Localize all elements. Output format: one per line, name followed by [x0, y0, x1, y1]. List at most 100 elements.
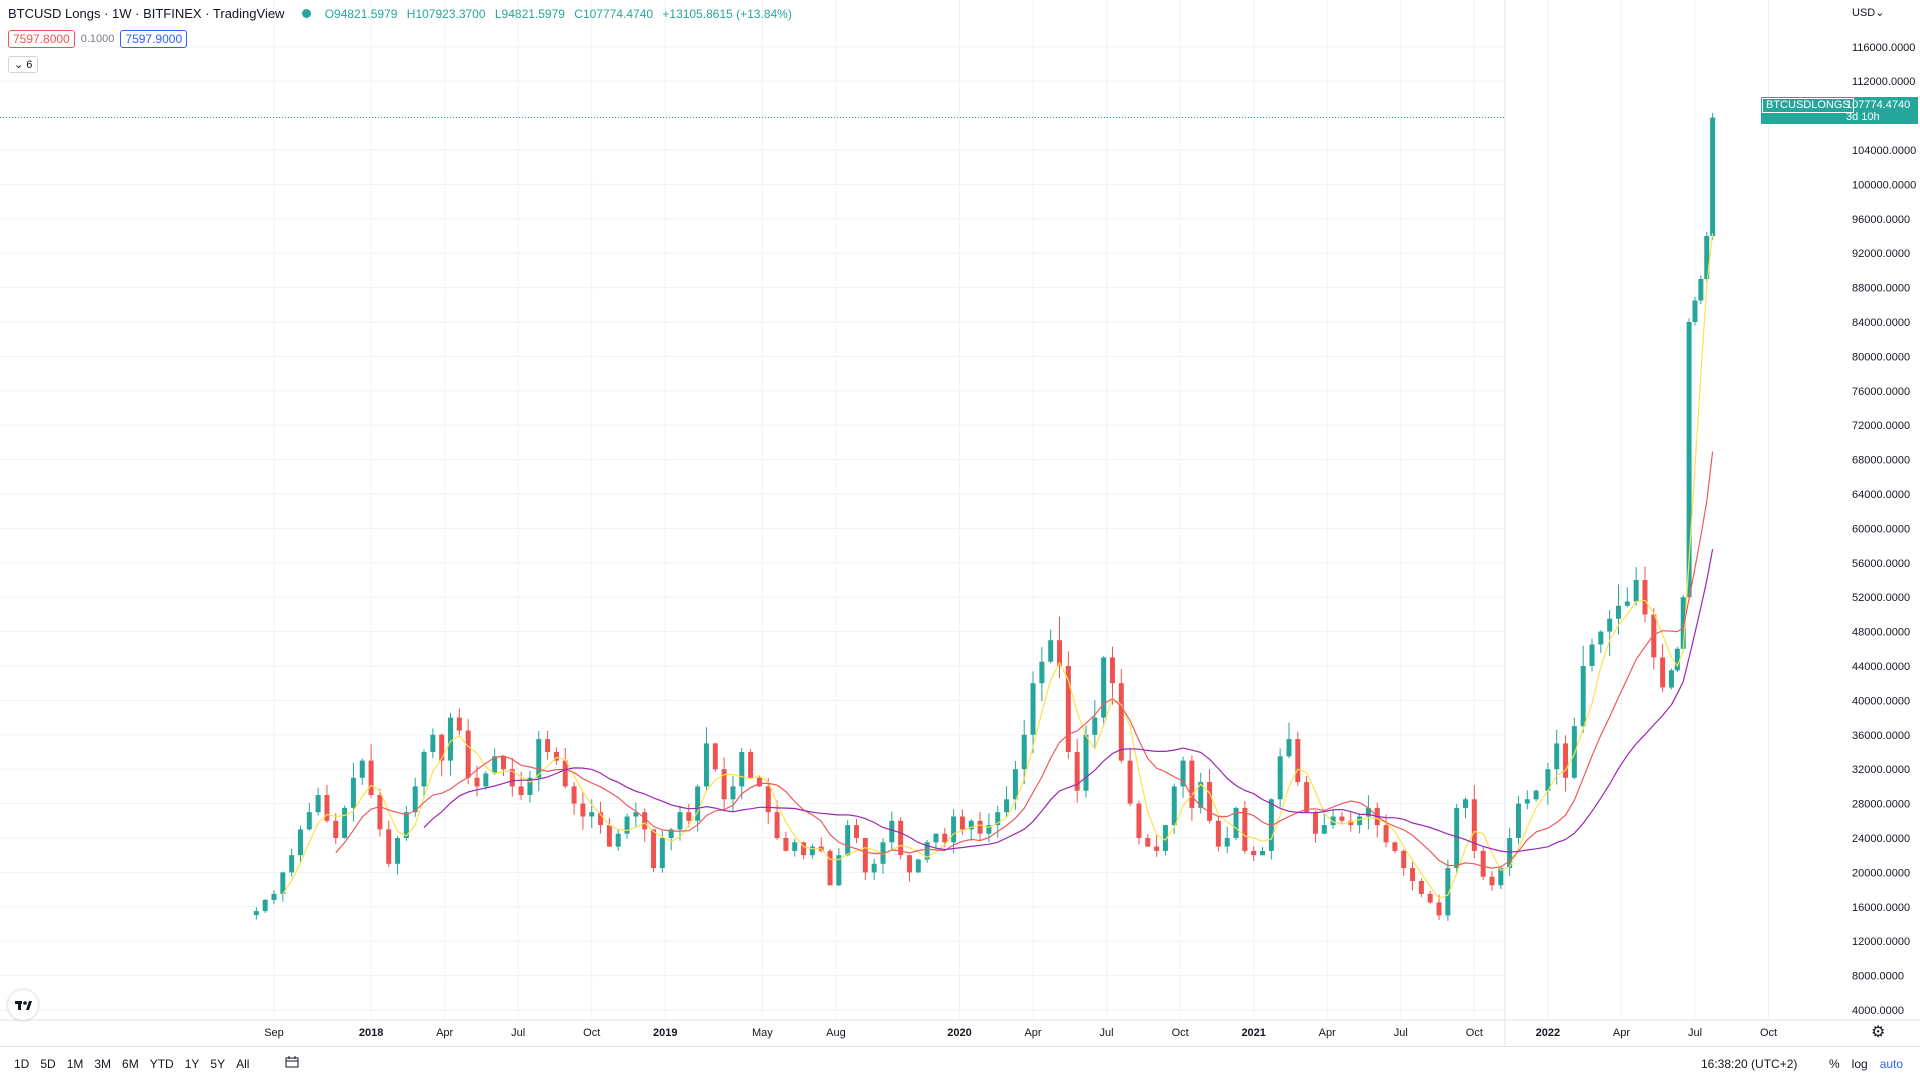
- candle-body: [801, 842, 807, 856]
- candle-body: [1589, 644, 1595, 666]
- candle-body: [297, 829, 303, 856]
- range-all-button[interactable]: All: [236, 1057, 250, 1071]
- last-price-value: 107774.4740: [1846, 99, 1911, 111]
- log-scale-button[interactable]: log: [1851, 1057, 1868, 1071]
- spread-value: 0.1000: [80, 33, 115, 45]
- x-tick-label: 2022: [1536, 1027, 1560, 1039]
- candle-body: [1048, 640, 1054, 662]
- candle-body: [730, 786, 736, 800]
- candle-body: [651, 829, 657, 869]
- candle-body: [659, 838, 665, 869]
- range-5d-button[interactable]: 5D: [40, 1057, 56, 1071]
- candle-body: [1021, 734, 1027, 770]
- candle-body: [1074, 752, 1080, 791]
- candle-body: [898, 820, 904, 856]
- x-tick-label: Apr: [1613, 1027, 1630, 1039]
- candle-body: [421, 752, 427, 787]
- x-tick-label: Oct: [1172, 1027, 1189, 1039]
- price-chart[interactable]: 4000.0000 8000.0000 12000.0000 16000.0000 20…: [0, 0, 1920, 1046]
- bid-button[interactable]: 7597.8000: [8, 30, 75, 48]
- candle-body: [1304, 782, 1310, 813]
- candle-body: [562, 760, 568, 787]
- candle-body: [977, 820, 983, 834]
- range-5y-button[interactable]: 5Y: [210, 1057, 226, 1071]
- y-tick-label: 20000.0000: [1852, 867, 1910, 879]
- candle-body: [598, 812, 604, 826]
- date-range-icon[interactable]: [285, 1056, 299, 1068]
- candle-body: [695, 786, 701, 821]
- candle-body: [1321, 825, 1327, 834]
- high-value: H107923.3700: [406, 7, 486, 21]
- candle-body: [748, 752, 754, 778]
- candle-body: [951, 816, 957, 843]
- candle-body: [1312, 812, 1318, 834]
- candle-body: [1624, 601, 1630, 606]
- tradingview-logo[interactable]: [8, 990, 38, 1020]
- y-tick-label: 88000.0000: [1852, 283, 1910, 295]
- candle-body: [1698, 279, 1704, 301]
- clock-timezone[interactable]: 16:38:20 (UTC+2): [1701, 1057, 1798, 1071]
- candle-body: [1427, 893, 1433, 903]
- candle-body: [1198, 782, 1204, 808]
- candle-body: [642, 812, 648, 830]
- candle-body: [1515, 803, 1521, 838]
- candle-body: [527, 777, 533, 795]
- candle-body: [359, 760, 365, 778]
- range-1m-button[interactable]: 1M: [66, 1057, 84, 1071]
- change-value: +13105.8615 (+13.84%): [662, 7, 792, 21]
- candle-body: [253, 911, 259, 916]
- y-tick-label: 116000.0000: [1852, 42, 1915, 54]
- range-1y-button[interactable]: 1Y: [184, 1057, 200, 1071]
- y-tick-label: 100000.0000: [1852, 179, 1916, 191]
- y-tick-label: 12000.0000: [1852, 936, 1910, 948]
- candle-body: [1571, 726, 1577, 778]
- indicators-toggle[interactable]: ⌄ 6: [8, 56, 39, 73]
- candle-body: [1660, 657, 1666, 688]
- candle-body: [1498, 868, 1504, 886]
- gear-icon[interactable]: ⚙: [1871, 1024, 1886, 1041]
- candle-body: [1286, 739, 1292, 757]
- candle-body: [615, 833, 621, 847]
- x-tick-label: Jul: [1394, 1027, 1408, 1039]
- candle-body: [712, 743, 718, 770]
- ohlc-readout: O94821.5979 H107923.3700 L94821.5979 C10…: [325, 7, 798, 21]
- symbol-title[interactable]: BTCUSD Longs · 1W · BITFINEX · TradingVi…: [8, 6, 285, 21]
- market-status-icon: [302, 9, 312, 19]
- ask-button[interactable]: 7597.9000: [120, 30, 188, 48]
- y-tick-label: 16000.0000: [1852, 902, 1910, 914]
- candle-body: [889, 820, 895, 843]
- scale-options: % log auto: [1829, 1057, 1903, 1071]
- candle-body: [1189, 760, 1195, 808]
- candle-body: [1524, 799, 1530, 804]
- chart-header: BTCUSD Longs · 1W · BITFINEX · TradingVi…: [8, 6, 798, 21]
- candle-body: [1692, 300, 1698, 322]
- y-tick-label: 36000.0000: [1852, 730, 1910, 742]
- candle-body: [1233, 807, 1239, 838]
- y-tick-label: 72000.0000: [1852, 420, 1910, 432]
- currency-selector[interactable]: USD⌄: [1852, 6, 1884, 19]
- candle-body: [465, 730, 471, 778]
- y-tick-label: 24000.0000: [1852, 833, 1910, 845]
- candle-body: [1012, 769, 1018, 800]
- candle-body: [315, 795, 321, 813]
- range-1d-button[interactable]: 1D: [14, 1057, 30, 1071]
- range-ytd-button[interactable]: YTD: [149, 1057, 174, 1071]
- candle-body: [862, 838, 868, 873]
- candle-body: [986, 825, 992, 834]
- candle-body: [412, 786, 418, 813]
- auto-scale-button[interactable]: auto: [1879, 1057, 1904, 1071]
- candle-body: [703, 743, 709, 787]
- candle-body: [1039, 661, 1045, 684]
- candle-body: [483, 773, 489, 787]
- candle-body: [1224, 838, 1230, 847]
- candle-body: [1401, 850, 1407, 869]
- candle-body: [1392, 842, 1398, 851]
- candle-body: [306, 812, 312, 830]
- candle-body: [836, 855, 842, 886]
- percent-scale-button[interactable]: %: [1829, 1057, 1840, 1071]
- x-tick-label: 2019: [653, 1027, 677, 1039]
- range-6m-button[interactable]: 6M: [122, 1057, 139, 1071]
- candle-body: [1445, 868, 1451, 916]
- candle-body: [1118, 683, 1124, 761]
- range-3m-button[interactable]: 3M: [94, 1057, 112, 1071]
